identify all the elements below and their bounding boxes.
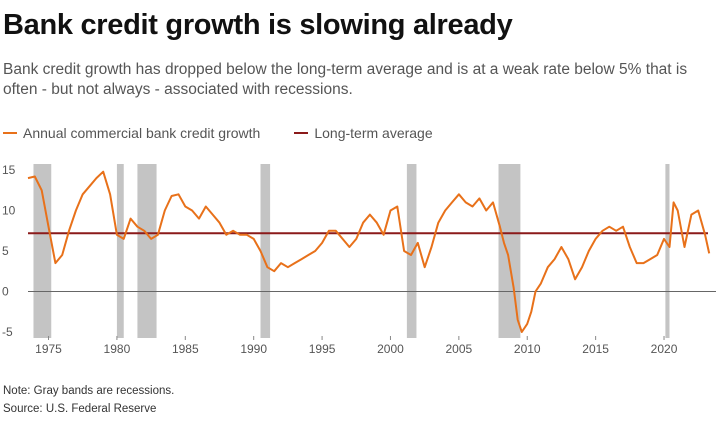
x-axis-ticks: 1975 1980 1985 1990 1995 2000 2005 2010 2015 2020 bbox=[35, 336, 678, 356]
legend-swatch-average bbox=[294, 132, 309, 134]
legend-swatch-growth bbox=[3, 132, 17, 134]
recession-band-3 bbox=[260, 164, 271, 338]
chart-title: Bank credit growth is slowing already bbox=[3, 9, 513, 41]
legend-label-growth: Annual commercial bank credit growth bbox=[23, 125, 261, 141]
series-line-growth bbox=[27, 170, 711, 333]
recession-band-6 bbox=[665, 164, 670, 338]
series-group bbox=[27, 170, 711, 333]
chart-legend: Annual commercial bank credit growth Lon… bbox=[3, 125, 467, 141]
y-tick-label--5: -5 bbox=[2, 325, 13, 339]
x-tick-label-2020: 2020 bbox=[651, 342, 678, 356]
chart-source: Source: U.S. Federal Reserve bbox=[3, 403, 157, 415]
recession-band-1 bbox=[116, 164, 124, 338]
recession-band-4 bbox=[406, 164, 417, 338]
x-tick-label-1990: 1990 bbox=[240, 342, 267, 356]
x-tick-label-2010: 2010 bbox=[514, 342, 541, 356]
legend-item-average: Long-term average bbox=[294, 125, 433, 141]
y-tick-label-5: 5 bbox=[2, 244, 9, 258]
recession-band-2 bbox=[137, 164, 157, 338]
x-tick-label-1985: 1985 bbox=[172, 342, 199, 356]
chart-subtitle: Bank credit growth has dropped below the… bbox=[3, 61, 688, 98]
y-tick-label-15: 15 bbox=[2, 163, 16, 177]
x-tick-label-1975: 1975 bbox=[35, 342, 62, 356]
chart-note: Note: Gray bands are recessions. bbox=[3, 385, 175, 397]
x-tick-label-2015: 2015 bbox=[582, 342, 609, 356]
y-tick-label-10: 10 bbox=[2, 204, 16, 218]
x-tick-label-2005: 2005 bbox=[446, 342, 473, 356]
line-chart: 15 10 5 0 -5 1975 1980 1985 1990 1995 2000 2005 201… bbox=[2, 163, 716, 356]
x-tick-label-2000: 2000 bbox=[377, 342, 404, 356]
x-tick-label-1980: 1980 bbox=[104, 342, 131, 356]
recession-bands bbox=[33, 164, 670, 338]
legend-item-growth: Annual commercial bank credit growth bbox=[3, 125, 260, 141]
recession-band-0 bbox=[33, 164, 52, 338]
x-tick-label-1995: 1995 bbox=[309, 342, 336, 356]
y-axis-ticks: 15 10 5 0 -5 bbox=[2, 163, 16, 339]
y-tick-label-0: 0 bbox=[2, 284, 9, 298]
legend-label-average: Long-term average bbox=[314, 125, 433, 141]
